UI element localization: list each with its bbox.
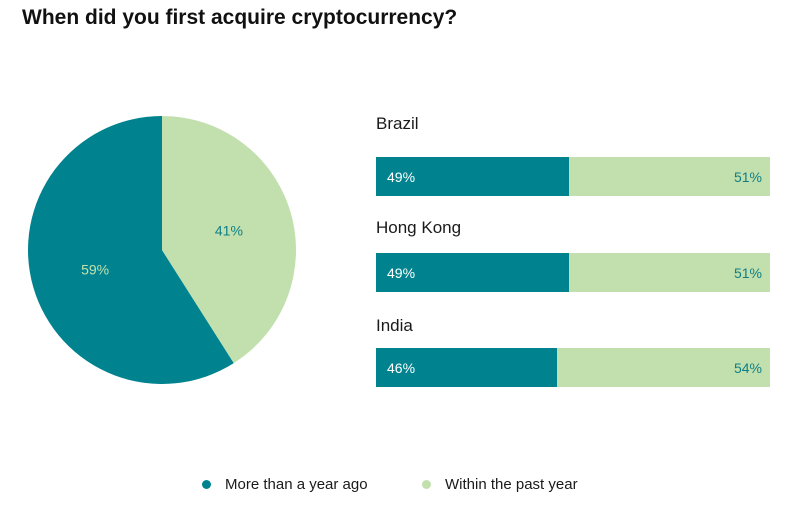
bar-segment-brazil-more-than-a-year: 49%	[376, 157, 570, 196]
legend: More than a year ago Within the past yea…	[0, 476, 801, 496]
chart-title: When did you first acquire cryptocurrenc…	[22, 6, 458, 29]
legend-label-more-than-a-year: More than a year ago	[225, 476, 368, 493]
bar-segment-india-within-past-year: 54%	[557, 348, 770, 387]
country-label-india: India	[376, 316, 413, 335]
bar-brazil: 49% 51%	[376, 157, 770, 196]
pie-slice-within-past-year	[162, 116, 296, 364]
bar-value-label-brazil-more-than-a-year: 49%	[387, 168, 416, 185]
bar-value-label-india-more-than-a-year: 46%	[387, 359, 416, 376]
legend-dot-more-than-a-year	[202, 480, 211, 489]
bar-segment-hong-kong-more-than-a-year: 49%	[376, 253, 570, 292]
legend-dot-within-past-year	[422, 480, 431, 489]
bar-value-label-hong-kong-more-than-a-year: 49%	[387, 264, 416, 281]
bar-value-label-hong-kong-within-past-year: 51%	[733, 264, 762, 281]
bar-india: 46% 54%	[376, 348, 770, 387]
legend-item-within-past-year: Within the past year	[422, 476, 578, 493]
bar-segment-hong-kong-within-past-year: 51%	[569, 253, 770, 292]
bar-segment-india-more-than-a-year: 46%	[376, 348, 558, 387]
bar-value-label-brazil-within-past-year: 51%	[733, 168, 762, 185]
bar-hong-kong: 49% 51%	[376, 253, 770, 292]
bar-segment-brazil-within-past-year: 51%	[569, 157, 770, 196]
bar-value-label-india-within-past-year: 54%	[733, 359, 762, 376]
pie-label-within-past-year: 41%	[215, 223, 243, 239]
country-label-brazil: Brazil	[376, 114, 419, 133]
legend-label-within-past-year: Within the past year	[445, 476, 578, 493]
legend-item-more-than-a-year: More than a year ago	[202, 476, 368, 493]
pie-label-more-than-a-year: 59%	[81, 261, 109, 277]
country-label-hong-kong: Hong Kong	[376, 218, 462, 237]
pie-slice-more-than-a-year	[27, 116, 234, 384]
